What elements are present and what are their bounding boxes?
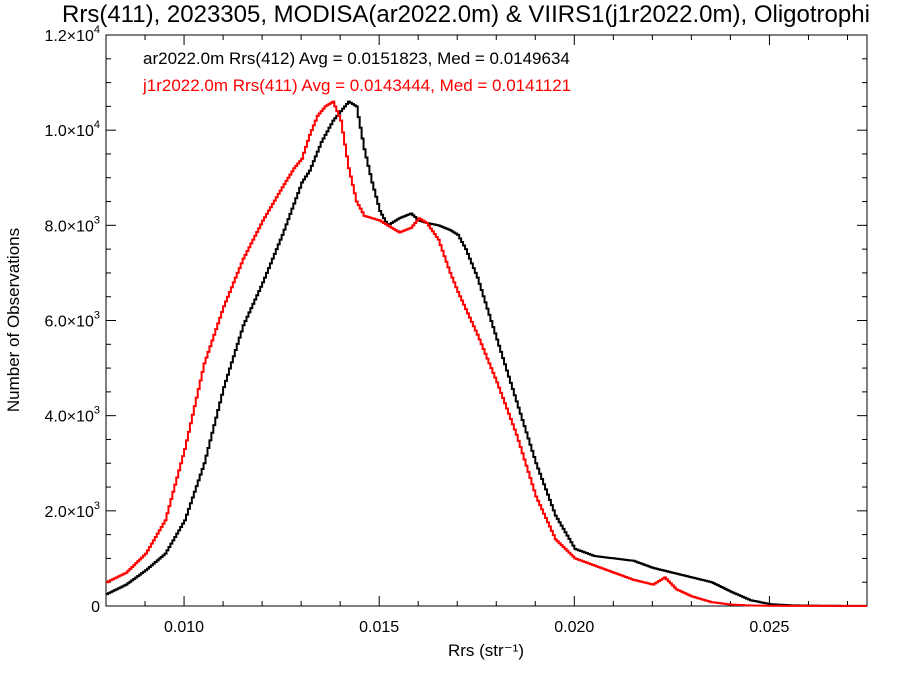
x-tick-label: 0.025 [749, 619, 789, 636]
y-tick-label: 0 [91, 599, 100, 616]
series-line-red [106, 100, 867, 607]
x-tick-label: 0.020 [554, 619, 594, 636]
x-tick-label: 0.010 [164, 619, 204, 636]
x-tick-labels: 0.010 0.015 0.020 0.025 [164, 619, 790, 636]
y-tick-label: 6.0×103 [44, 310, 100, 331]
y-tick-labels: 0 2.0×103 4.0×103 6.0×103 8.0×103 1.0×104 1.2×… [44, 24, 100, 616]
y-tick-label: 1.2×104 [44, 24, 100, 45]
series-layer [106, 100, 867, 607]
x-axis-label: Rrs (str⁻¹) [448, 641, 524, 660]
legend-entry-black: ar2022.0m Rrs(412) Avg = 0.0151823, Med … [143, 49, 570, 68]
y-tick-label: 2.0×103 [44, 500, 100, 521]
y-tick-label: 8.0×103 [44, 214, 100, 235]
series-line-black [106, 100, 867, 607]
x-tick-label: 0.015 [359, 619, 399, 636]
chart-title: Rrs(411), 2023305, MODISA(ar2022.0m) & V… [62, 1, 870, 28]
y-tick-label: 1.0×104 [44, 119, 100, 140]
y-tick-label: 4.0×103 [44, 405, 100, 426]
legend-entry-red: j1r2022.0m Rrs(411) Avg = 0.0143444, Med… [142, 76, 571, 95]
y-axis-label: Number of Observations [4, 228, 23, 412]
